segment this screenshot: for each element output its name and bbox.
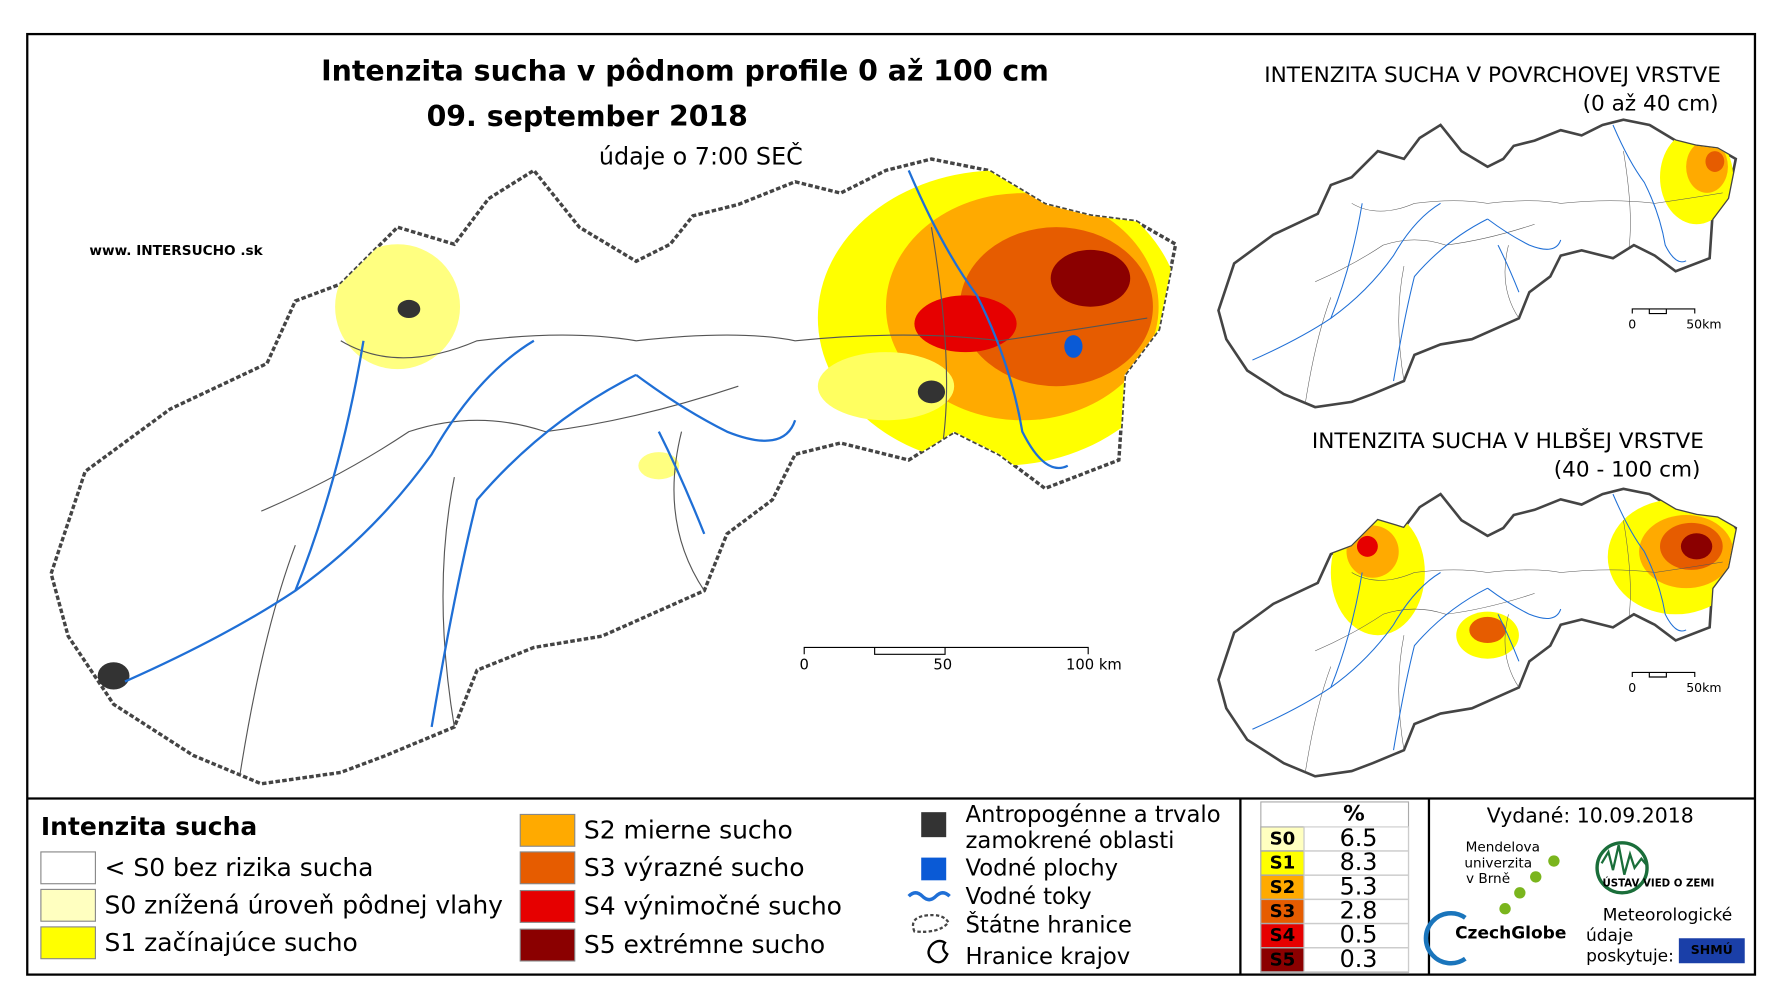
legend-swatch [519, 851, 576, 885]
legend-swatch [519, 928, 576, 962]
meteo: Meteorologické [1603, 906, 1732, 926]
meteo: údaje [1586, 926, 1633, 946]
percent-value: 8.3 [1340, 848, 1378, 876]
main-map: Intenzita sucha v pôdnom profile 0 až 10… [49, 55, 1178, 786]
meteo: poskytuje: [1586, 946, 1674, 966]
class-label: S3 [1270, 901, 1296, 922]
university: Mendelova [1466, 839, 1540, 855]
map-subtitle: údaje o 7:00 SEČ [599, 142, 803, 170]
symbol-label: Štátne hranice [966, 910, 1132, 938]
symbol-icons [907, 812, 951, 964]
scale-bar [803, 646, 1089, 655]
percent-value: 2.8 [1340, 897, 1378, 925]
symbol-label: Hranice krajov [966, 944, 1131, 970]
legend-title: Intenzita sucha [41, 812, 257, 841]
legend-label: < S0 bez rizika sucha [105, 853, 374, 882]
scale-label: 50km [1686, 316, 1721, 331]
legend-label: S1 začínajúce sucho [105, 928, 358, 957]
percent-value: 5.3 [1340, 872, 1378, 900]
map-title: Intenzita sucha v pôdnom profile 0 až 10… [321, 55, 1049, 88]
scale-label: 100 km [1066, 657, 1122, 674]
inset-subtitle: (40 - 100 cm) [1554, 457, 1701, 482]
scale-label: 50 [933, 657, 952, 674]
footer: Vydané: 10.09.2018 Mendelova univerzita … [1423, 804, 1745, 966]
percent-table: % S0 6.5 S1 8.3 S2 5.3 S3 2.8 S4 0.5 S5 0.3 [1260, 801, 1410, 973]
university: v Brně [1466, 871, 1510, 887]
symbol-label: Antropogénne a trvalo [966, 802, 1221, 828]
university: univerzita [1464, 855, 1532, 871]
legend-label: S0 znížená úroveň pôdnej vlahy [105, 890, 504, 919]
table-header: % [1343, 801, 1365, 826]
symbol-label: Vodné plochy [966, 855, 1119, 881]
legend-swatch [519, 813, 576, 847]
class-label: S5 [1270, 949, 1296, 970]
scale-label: 50km [1686, 680, 1721, 695]
symbol-label: Vodné toky [966, 884, 1092, 910]
symbol-label: zamokrené oblasti [966, 828, 1175, 854]
provider: SHMÚ [1691, 942, 1733, 957]
czechglobe: CzechGlobe [1455, 924, 1566, 944]
legend-label: S5 extrémne sucho [584, 930, 825, 959]
class-label: S2 [1270, 877, 1296, 898]
legend: Intenzita sucha < S0 bez rizika sucha S0 … [40, 812, 842, 962]
legend-swatch [40, 888, 96, 922]
inset-title: INTENZITA SUCHA V POVRCHOVEJ VRSTVE [1264, 63, 1721, 88]
legend-swatch [40, 926, 96, 960]
class-label: S4 [1270, 925, 1296, 946]
scale-label: 0 [1628, 680, 1636, 695]
legend-swatch [40, 851, 96, 885]
issued: Vydané: 10.09.2018 [1487, 804, 1694, 828]
legend-label: S3 výrazné sucho [584, 853, 805, 882]
class-label: S1 [1270, 853, 1296, 874]
inset-map: INTENZITA SUCHA V HLBŠEJ VRSTVE (40 - 10… [1217, 428, 1738, 778]
institute: ÚSTAV VIED O ZEMI [1602, 877, 1714, 890]
percent-value: 6.5 [1340, 824, 1378, 852]
scale-label: 0 [800, 657, 809, 674]
inset-title: INTENZITA SUCHA V HLBŠEJ VRSTVE [1312, 428, 1704, 454]
website: www. INTERSUCHO .sk [89, 243, 263, 259]
percent-value: 0.3 [1340, 945, 1378, 973]
map-date: 09. september 2018 [427, 100, 748, 133]
class-label: S0 [1270, 828, 1296, 849]
inset-map: INTENZITA SUCHA V POVRCHOVEJ VRSTVE (0 a… [1217, 63, 1738, 409]
inset-subtitle: (0 až 40 cm) [1583, 92, 1719, 117]
scale-label: 0 [1628, 316, 1636, 331]
legend-label: S4 výnimočné sucho [584, 892, 842, 921]
value-cell [1303, 947, 1410, 973]
legend-swatch [519, 889, 576, 923]
percent-value: 0.5 [1340, 921, 1378, 949]
legend-label: S2 mierne sucho [584, 815, 793, 844]
